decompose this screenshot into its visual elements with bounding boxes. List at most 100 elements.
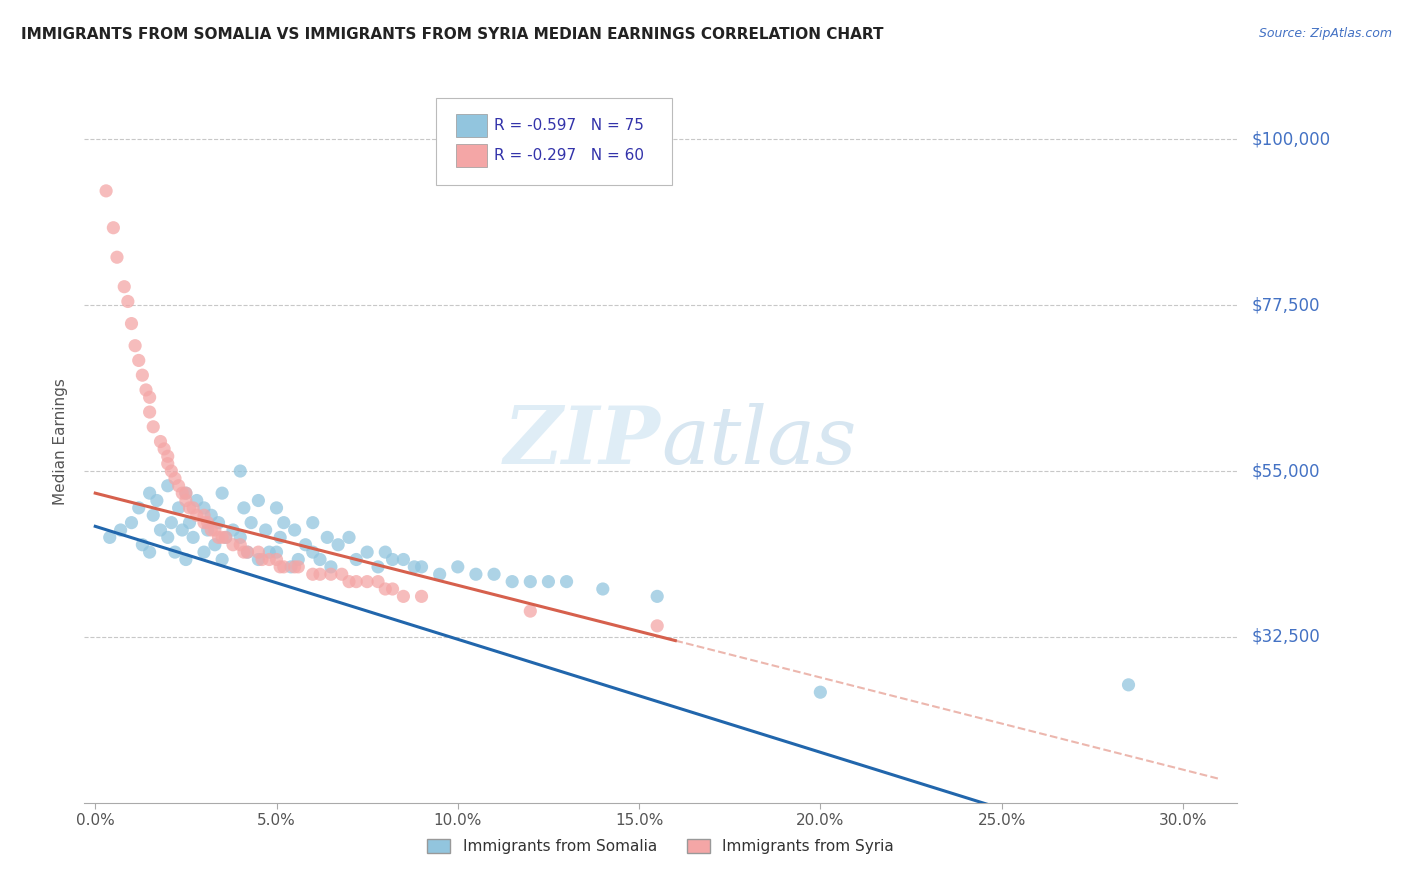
Point (537, 574, 560, 589)
Point (236, 545, 259, 559)
Point (131, 368, 153, 383)
Y-axis label: Median Earnings: Median Earnings (53, 378, 69, 505)
Point (117, 294, 139, 309)
Point (294, 538, 316, 552)
Point (193, 508, 215, 523)
Point (200, 508, 222, 523)
Point (392, 590, 415, 604)
Point (146, 493, 169, 508)
Point (374, 582, 396, 596)
Point (186, 493, 208, 508)
Point (186, 508, 208, 523)
FancyBboxPatch shape (456, 113, 486, 136)
Point (269, 530, 291, 544)
Point (367, 560, 389, 574)
Point (232, 500, 254, 515)
Text: $32,500: $32,500 (1251, 628, 1320, 646)
Point (309, 552, 332, 566)
Point (269, 560, 291, 574)
Point (160, 516, 183, 530)
FancyBboxPatch shape (436, 98, 672, 185)
Text: Source: ZipAtlas.com: Source: ZipAtlas.com (1258, 27, 1392, 40)
Point (110, 523, 132, 537)
Point (163, 545, 186, 559)
Point (273, 560, 295, 574)
Point (309, 567, 332, 582)
Point (501, 574, 523, 589)
Point (138, 405, 160, 419)
Point (163, 471, 186, 485)
Point (215, 530, 238, 544)
Text: R = -0.297   N = 60: R = -0.297 N = 60 (494, 148, 644, 163)
Point (174, 486, 197, 500)
Point (284, 560, 307, 574)
Point (174, 552, 197, 566)
Point (229, 464, 252, 478)
Point (142, 419, 165, 434)
Point (193, 500, 215, 515)
Point (555, 574, 578, 589)
Text: R = -0.597   N = 75: R = -0.597 N = 75 (494, 118, 644, 133)
Point (105, 250, 128, 264)
Point (138, 545, 160, 559)
Point (229, 530, 252, 544)
Point (103, 220, 125, 235)
Point (179, 516, 201, 530)
Point (149, 523, 172, 537)
Point (330, 567, 353, 582)
Point (381, 582, 404, 596)
Point (156, 479, 179, 493)
Text: atlas: atlas (661, 403, 856, 480)
Point (207, 516, 229, 530)
Point (247, 552, 270, 566)
Point (344, 574, 367, 589)
Point (273, 516, 295, 530)
Text: $55,000: $55,000 (1251, 462, 1320, 480)
Point (156, 530, 179, 544)
Text: ZIP: ZIP (503, 403, 661, 480)
Point (94, 184, 117, 198)
Point (172, 523, 194, 537)
Point (247, 493, 270, 508)
Point (447, 560, 470, 574)
Legend: Immigrants from Somalia, Immigrants from Syria: Immigrants from Somalia, Immigrants from… (422, 833, 900, 860)
Point (301, 567, 323, 582)
Point (250, 552, 273, 566)
Point (156, 457, 179, 471)
Point (112, 279, 135, 293)
Point (287, 560, 309, 574)
Point (211, 530, 233, 544)
Point (284, 523, 307, 537)
Point (464, 567, 486, 582)
Point (131, 538, 153, 552)
Point (128, 500, 150, 515)
Point (128, 353, 150, 368)
Point (124, 339, 146, 353)
Point (280, 560, 302, 574)
Point (207, 530, 229, 544)
Point (411, 590, 433, 604)
Point (247, 545, 270, 559)
Point (411, 560, 433, 574)
Point (367, 574, 389, 589)
Point (316, 530, 339, 544)
Point (138, 390, 160, 404)
Point (149, 434, 172, 449)
Point (356, 545, 378, 559)
Point (174, 486, 197, 500)
Point (160, 464, 183, 478)
Point (645, 619, 668, 633)
Point (193, 545, 215, 559)
Point (135, 383, 157, 397)
FancyBboxPatch shape (456, 144, 486, 167)
Point (266, 552, 288, 566)
Point (259, 545, 281, 559)
Point (301, 545, 323, 559)
Point (392, 552, 415, 566)
Point (204, 538, 226, 552)
Point (179, 500, 201, 515)
Point (167, 500, 190, 515)
Point (328, 538, 350, 552)
Point (138, 486, 160, 500)
Point (236, 545, 259, 559)
